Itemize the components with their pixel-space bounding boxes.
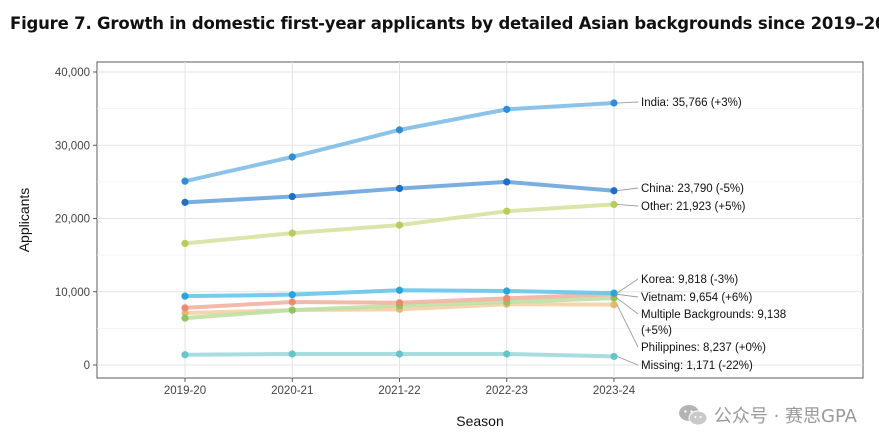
- data-point-china: [181, 198, 189, 206]
- series-end-label-other: Other: 21,923 (+5%): [641, 201, 746, 213]
- data-point-other: [610, 200, 618, 209]
- leader-line-philippines: [616, 304, 639, 348]
- plot-panel: [96, 61, 864, 379]
- x-tick-label: 2022-23: [486, 385, 528, 397]
- data-point-india: [610, 99, 618, 107]
- series-end-label-korea: Korea: 9,818 (-3%): [641, 274, 738, 286]
- leader-line-vietnam: [616, 293, 639, 298]
- wechat-icon: [678, 405, 708, 426]
- leader-line-multiple-backgrounds: [616, 297, 639, 315]
- leader-line-other: [616, 203, 639, 207]
- data-point-korea: [288, 291, 296, 299]
- data-point-china: [288, 192, 296, 201]
- data-point-korea: [610, 289, 618, 297]
- x-axis-title: Season: [456, 413, 503, 429]
- data-point-philippines: [181, 309, 189, 317]
- y-tick-label: 30,000: [55, 140, 90, 152]
- data-point-multiple-backgrounds: [288, 306, 296, 314]
- series-end-label-missing: Missing: 1,171 (-22%): [641, 360, 753, 372]
- data-point-vietnam: [181, 304, 189, 312]
- grid-lines: [97, 62, 863, 378]
- leader-line-korea: [616, 278, 639, 294]
- y-axis-ticks: 0 10,000 20,000 30,000 40,000: [55, 67, 97, 372]
- data-point-korea: [395, 286, 404, 294]
- series-end-label-philippines: Philippines: 8,237 (+0%): [641, 342, 766, 354]
- x-tick-label: 2023-24: [593, 385, 636, 397]
- series-group: [181, 99, 618, 361]
- data-point-missing: [181, 351, 189, 359]
- data-point-china: [503, 178, 511, 186]
- x-tick-label: 2021-22: [378, 385, 420, 397]
- data-point-india: [288, 153, 296, 161]
- series-end-label-china: China: 23,790 (-5%): [641, 183, 744, 195]
- watermark-text: 公众号 · 赛思GPA: [713, 406, 857, 427]
- y-tick-label: 20,000: [55, 214, 90, 226]
- data-point-missing: [610, 352, 618, 361]
- data-point-india: [395, 126, 404, 134]
- data-point-missing: [395, 350, 404, 358]
- data-point-other: [395, 221, 404, 229]
- data-point-korea: [181, 292, 189, 300]
- data-point-vietnam: [395, 299, 404, 307]
- data-point-india: [181, 177, 189, 185]
- data-point-multiple-backgrounds: [181, 314, 189, 322]
- y-axis-title: Applicants: [16, 188, 32, 253]
- watermark: 公众号 · 赛思GPA: [678, 402, 857, 428]
- data-point-other: [181, 239, 189, 248]
- data-point-other: [503, 207, 511, 215]
- data-point-china: [395, 184, 404, 193]
- series-end-label-vietnam: Vietnam: 9,654 (+6%): [641, 292, 753, 304]
- leader-line-china: [616, 187, 639, 192]
- y-tick-label: 10,000: [55, 287, 90, 299]
- leader-line-missing: [616, 356, 639, 366]
- series-end-label-multiple-backgrounds: (+5%): [641, 325, 672, 337]
- figure-title: Figure 7. Growth in domestic first-year …: [10, 14, 879, 33]
- series-end-label-india: India: 35,766 (+3%): [641, 97, 742, 109]
- data-point-philippines: [610, 301, 618, 309]
- x-axis-ticks: 2019-20 2020-21 2021-22 2022-23 2023-24: [164, 378, 636, 397]
- data-point-other: [288, 229, 296, 237]
- data-point-missing: [503, 350, 511, 358]
- x-tick-label: 2020-21: [271, 385, 313, 397]
- y-tick-label: 40,000: [55, 67, 90, 79]
- series-end-label-multiple-backgrounds: Multiple Backgrounds: 9,138: [641, 309, 786, 321]
- x-tick-label: 2019-20: [164, 385, 206, 397]
- data-point-vietnam: [288, 298, 296, 306]
- data-point-vietnam: [503, 294, 511, 302]
- data-point-missing: [288, 350, 296, 358]
- leader-line-india: [616, 101, 639, 104]
- end-labels: India: 35,766 (+3%) China: 23,790 (-5%) Ot…: [616, 97, 786, 372]
- y-tick-label: 0: [84, 360, 90, 372]
- data-point-korea: [503, 287, 511, 295]
- data-point-india: [503, 105, 511, 113]
- data-point-china: [610, 187, 618, 195]
